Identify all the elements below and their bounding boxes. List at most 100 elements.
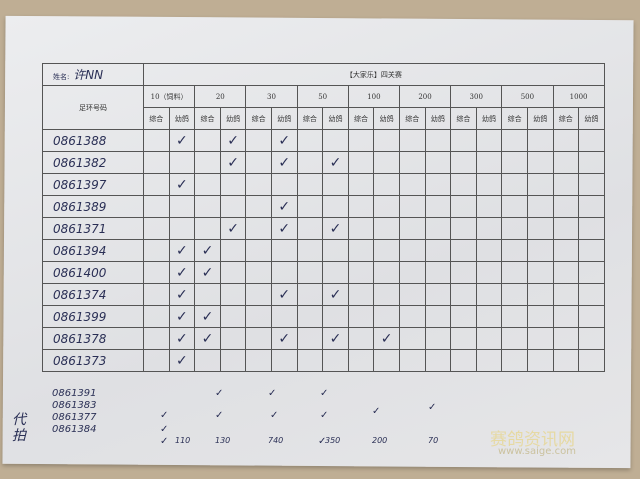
entry-cell: [578, 305, 605, 328]
entry-cell: [450, 327, 477, 350]
entry-cell: [296, 129, 324, 152]
entry-cell: ✓: [270, 327, 298, 350]
entry-cell: [424, 305, 452, 328]
table-row: 0861399 ✓ ✓: [42, 305, 605, 328]
entry-cell: ✓: [270, 217, 298, 240]
entry-cell: [526, 327, 554, 350]
entry-cell: [219, 173, 247, 196]
ring-number: 0861371: [42, 217, 144, 240]
entry-cell: [143, 261, 170, 284]
entry-cell: [424, 173, 452, 196]
table-row: 0861400 ✓ ✓: [42, 261, 605, 284]
entry-cell: [373, 261, 400, 284]
entry-cell: [552, 195, 580, 218]
entry-cell: [168, 195, 196, 218]
entry-cell: [578, 261, 605, 284]
watermark: 赛鸽资讯网: [490, 430, 575, 450]
watermark-url: www.saige.com: [498, 446, 576, 457]
entry-cell: [398, 195, 426, 218]
entry-cell: [322, 349, 349, 372]
entry-cell: [475, 305, 503, 328]
entry-cell: [501, 349, 528, 372]
entry-cell: [322, 305, 349, 328]
stage-header: 500: [501, 85, 554, 108]
entry-cell: [578, 195, 605, 218]
stage-header: 30: [245, 85, 298, 108]
stage-header: 20: [194, 85, 247, 108]
entry-cell: [143, 151, 170, 174]
entry-cell: [501, 239, 528, 262]
entry-cell: [322, 261, 349, 284]
entry-cell: [398, 239, 426, 262]
entry-cell: [475, 195, 503, 218]
entry-cell: [296, 349, 324, 372]
entry-cell: [322, 239, 349, 262]
sub-header: 幼鸽: [219, 107, 247, 130]
entry-cell: [398, 151, 426, 174]
amount: 130: [215, 436, 231, 445]
sub-header: 综合: [143, 107, 170, 130]
check-mark: ✓: [160, 424, 169, 435]
entry-cell: [296, 261, 324, 284]
amount: 350: [325, 436, 341, 445]
entry-cell: [245, 129, 272, 152]
entry-cell: [552, 217, 580, 240]
stage-header: 100: [347, 85, 400, 108]
sub-header: 综合: [245, 107, 272, 130]
entry-cell: [424, 239, 452, 262]
sub-header: 综合: [194, 107, 221, 130]
entry-cell: [424, 283, 452, 306]
entry-cell: [475, 129, 503, 152]
name-cell: 姓名: 许NN: [42, 63, 144, 86]
entry-cell: [475, 283, 503, 306]
form-title: 【大家乐】四关赛: [143, 63, 605, 86]
amount: 740: [268, 436, 284, 445]
check-mark: ✓: [320, 410, 329, 421]
check-mark: ✓: [160, 436, 169, 447]
entry-cell: [424, 151, 452, 174]
entry-cell: [296, 305, 324, 328]
ring-number: 0861388: [42, 129, 144, 152]
check-mark: ✓: [268, 388, 277, 399]
amount: 200: [372, 436, 388, 445]
entry-cell: [373, 195, 400, 218]
stage-header: 50: [296, 85, 349, 108]
entry-cell: [347, 173, 375, 196]
entry-cell: [245, 151, 272, 174]
entry-cell: [450, 239, 477, 262]
entry-cell: [347, 239, 375, 262]
entry-cell: [501, 129, 528, 152]
entry-cell: [526, 195, 554, 218]
entry-cell: [450, 305, 477, 328]
amount: 70: [428, 436, 439, 445]
ring-number: 0861374: [42, 283, 144, 306]
entry-cell: [347, 195, 375, 218]
entry-cell: [219, 349, 247, 372]
entry-cell: [552, 239, 580, 262]
entry-cell: [347, 151, 375, 174]
entry-cell: ✓: [270, 151, 298, 174]
entry-cell: [143, 283, 170, 306]
entry-cell: [578, 129, 605, 152]
entry-cell: [143, 239, 170, 262]
entry-cell: ✓: [168, 283, 196, 306]
entry-cell: [424, 217, 452, 240]
entry-cell: [424, 327, 452, 350]
entry-cell: [219, 261, 247, 284]
entry-cell: [578, 239, 605, 262]
entry-cell: ✓: [194, 261, 221, 284]
entry-cell: [552, 129, 580, 152]
entry-cell: [398, 283, 426, 306]
entry-cell: [245, 261, 272, 284]
entry-cell: [245, 195, 272, 218]
entry-cell: [194, 283, 221, 306]
entry-cell: [475, 261, 503, 284]
entry-cell: [526, 283, 554, 306]
entry-cell: [322, 173, 349, 196]
entry-cell: [475, 173, 503, 196]
extra-ring-number: 0861377: [52, 412, 97, 423]
entry-cell: [194, 349, 221, 372]
ring-number: 0861373: [42, 349, 144, 372]
entry-cell: [143, 327, 170, 350]
entry-cell: [501, 173, 528, 196]
